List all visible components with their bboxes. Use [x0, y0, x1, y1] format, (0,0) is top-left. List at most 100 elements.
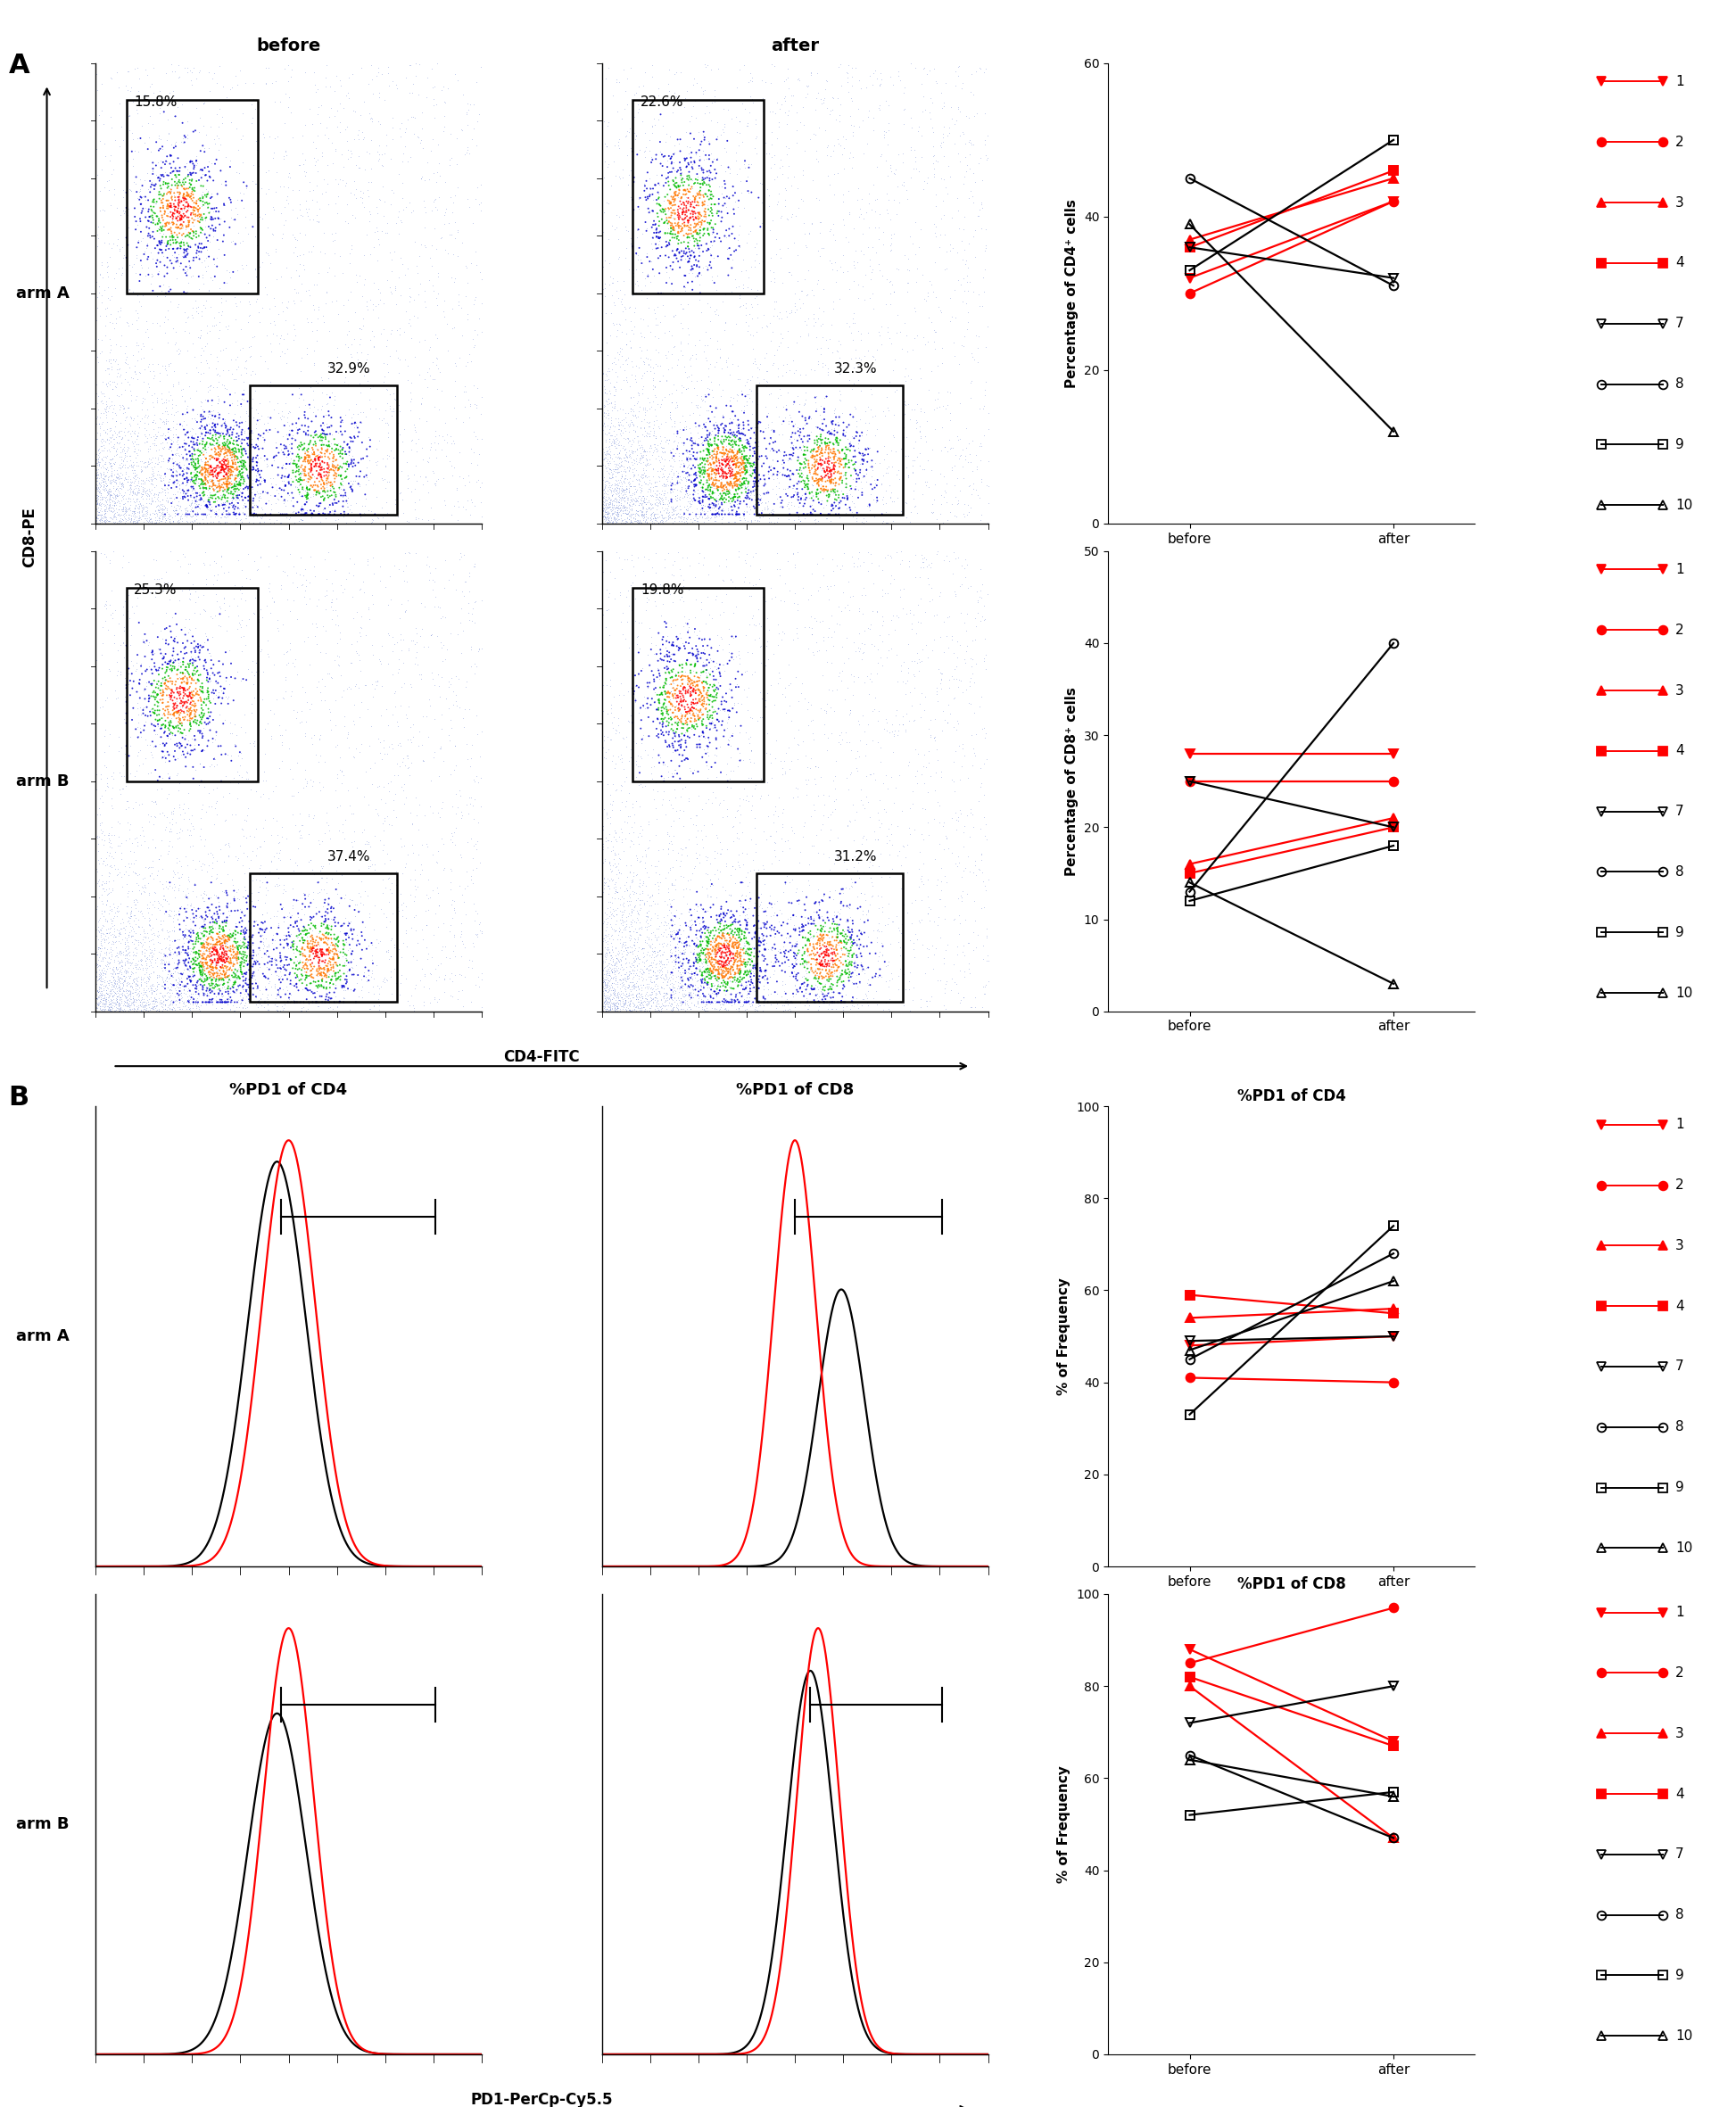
Point: [698, 691, 726, 725]
Point: [139, 862, 167, 895]
Point: [788, 942, 816, 976]
Point: [187, 459, 215, 493]
Point: [106, 965, 134, 999]
Point: [668, 563, 696, 596]
Point: [701, 455, 729, 489]
Point: [432, 683, 460, 716]
Point: [630, 438, 658, 472]
Point: [963, 331, 991, 365]
Point: [858, 255, 885, 289]
Point: [113, 306, 141, 339]
Point: [594, 982, 621, 1016]
Point: [639, 478, 667, 512]
Point: [731, 419, 759, 453]
Point: [682, 461, 710, 495]
Point: [693, 959, 720, 992]
Point: [123, 710, 151, 744]
Point: [441, 428, 469, 461]
Point: [177, 697, 205, 731]
Point: [635, 472, 663, 506]
Point: [823, 959, 851, 992]
Point: [153, 501, 181, 535]
Point: [375, 70, 403, 103]
Point: [868, 881, 896, 914]
Point: [708, 451, 736, 485]
Point: [589, 501, 616, 535]
Point: [273, 919, 300, 952]
Point: [189, 451, 217, 485]
Point: [167, 451, 194, 485]
Point: [184, 579, 212, 613]
Point: [200, 961, 227, 995]
Point: [797, 55, 825, 88]
Point: [333, 453, 361, 487]
Point: [884, 925, 911, 959]
Point: [779, 950, 807, 984]
Point: [128, 923, 156, 957]
Point: [174, 225, 201, 259]
Point: [351, 754, 378, 788]
Point: [682, 954, 710, 988]
Point: [594, 796, 621, 830]
Point: [687, 129, 715, 162]
Point: [616, 430, 644, 464]
Point: [767, 895, 795, 929]
Point: [302, 76, 330, 110]
Point: [675, 156, 703, 190]
Point: [382, 272, 410, 306]
Point: [710, 954, 738, 988]
Point: [661, 674, 689, 708]
Point: [712, 449, 740, 483]
Point: [719, 754, 746, 788]
Point: [734, 464, 762, 497]
Point: [285, 478, 312, 512]
Point: [694, 670, 722, 704]
Point: [618, 906, 646, 940]
Point: [630, 348, 658, 381]
Point: [264, 683, 292, 716]
Point: [172, 179, 200, 213]
Point: [269, 209, 297, 242]
Point: [833, 306, 861, 339]
Point: [589, 409, 616, 442]
Point: [141, 992, 168, 1026]
Point: [651, 986, 679, 1020]
Point: [696, 164, 724, 198]
Point: [139, 695, 167, 729]
Point: [128, 278, 156, 312]
Point: [668, 963, 696, 997]
Point: [687, 198, 715, 232]
Point: [871, 474, 899, 508]
Point: [661, 914, 689, 948]
Point: [654, 978, 682, 1011]
Point: [404, 120, 432, 154]
Point: [590, 442, 618, 476]
Point: [307, 428, 335, 461]
Point: [127, 649, 155, 683]
Point: [635, 405, 663, 438]
Point: [710, 181, 738, 215]
Point: [186, 950, 214, 984]
Point: [224, 440, 252, 474]
Point: [654, 729, 682, 763]
Point: [163, 232, 191, 265]
Point: [875, 887, 903, 921]
Point: [215, 181, 243, 215]
Point: [196, 394, 224, 428]
Point: [233, 761, 260, 794]
Point: [682, 600, 710, 634]
Text: after: after: [771, 38, 819, 55]
Point: [102, 343, 130, 377]
Point: [252, 879, 279, 912]
Point: [102, 986, 130, 1020]
Point: [840, 925, 868, 959]
Point: [682, 893, 710, 927]
Point: [158, 190, 186, 223]
Point: [94, 390, 122, 424]
Point: [687, 919, 715, 952]
Point: [594, 506, 621, 539]
Point: [609, 988, 637, 1022]
Point: [217, 459, 245, 493]
Point: [184, 936, 212, 969]
Point: [724, 931, 752, 965]
